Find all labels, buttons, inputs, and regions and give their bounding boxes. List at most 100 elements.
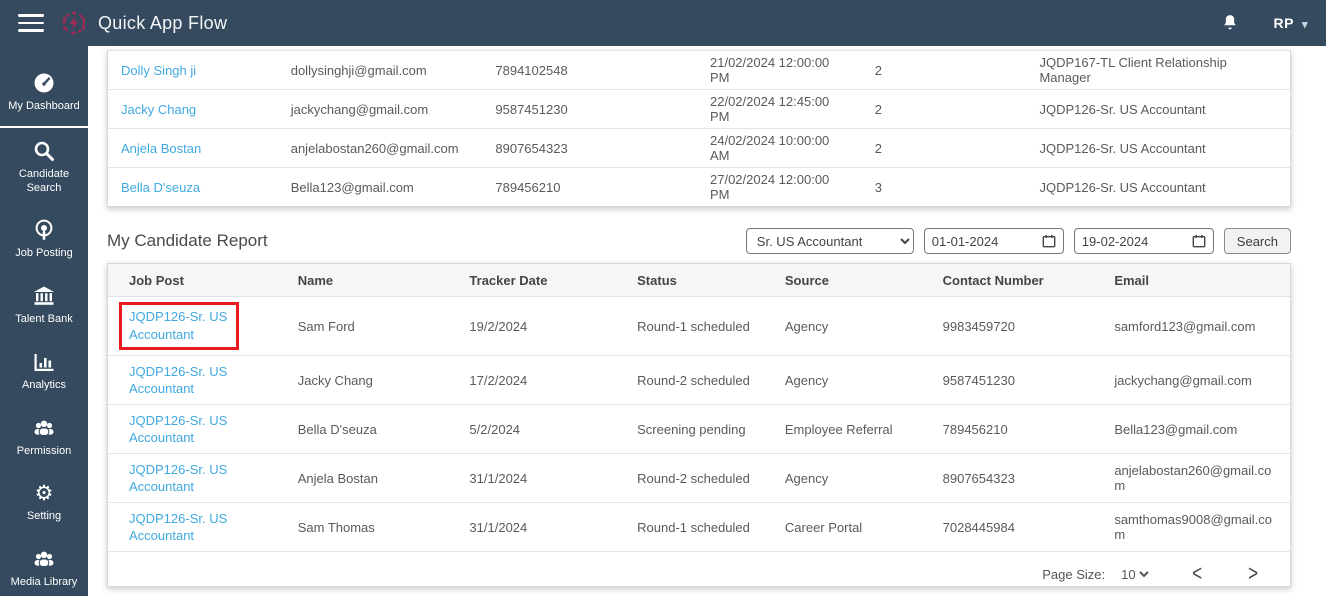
hamburger-menu-icon[interactable] <box>18 14 44 32</box>
table-row: JQDP126-Sr. US Accountant Bella D'seuza … <box>108 405 1290 455</box>
to-date-input[interactable] <box>1081 233 1188 249</box>
candidate-email: jackychang@gmail.com <box>1114 372 1252 388</box>
prev-page-icon[interactable]: < <box>1192 561 1203 586</box>
sidebar-item-label: Candidate Search <box>18 167 70 194</box>
candidate-name: Sam Ford <box>297 318 355 334</box>
sidebar-item-label: Permission <box>16 444 72 457</box>
tracker-date: 5/2/2024 <box>469 421 521 437</box>
candidate-email: samthomas9008@gmail.com <box>1114 512 1273 543</box>
sidebar-item-label: Media Library <box>10 576 78 588</box>
app-header: Quick App Flow RP ▾ <box>0 0 1326 46</box>
notifications-bell-icon[interactable] <box>1220 12 1240 34</box>
job-post-title: JQDP126-Sr. US Accountant <box>1039 140 1206 156</box>
status-text: Round-2 scheduled <box>637 372 750 388</box>
candidate-name-link[interactable]: Bella D'seuza <box>121 179 201 195</box>
job-post-link[interactable]: JQDP126-Sr. US Accountant <box>129 412 228 446</box>
column-header-email: Email <box>1114 272 1150 288</box>
sidebar-item-setting[interactable]: ⚙ Setting <box>0 470 88 536</box>
table-row: Bella D'seuza Bella123@gmail.com 7894562… <box>108 167 1290 206</box>
candidate-report-table: Job Post Name Tracker Date Status Source… <box>107 263 1291 587</box>
contact-number: 789456210 <box>942 421 1008 437</box>
next-page-icon[interactable]: > <box>1248 561 1258 586</box>
round-count: 2 <box>874 62 882 78</box>
round-count: 3 <box>874 179 882 195</box>
sidebar-item-my-dashboard[interactable]: My Dashboard <box>0 60 88 128</box>
job-post-link[interactable]: JQDP126-Sr. US Accountant <box>129 309 228 342</box>
job-post-title: JQDP167-TL Client Relationship Manager <box>1039 55 1227 85</box>
main-content: Dolly Singh ji dollysinghji@gmail.com 78… <box>88 46 1326 596</box>
job-post-link[interactable]: JQDP126-Sr. US Accountant <box>129 510 228 544</box>
bar-chart-icon <box>32 350 56 374</box>
upcoming-candidates-table: Dolly Singh ji dollysinghji@gmail.com 78… <box>107 50 1291 207</box>
source-text: Agency <box>784 318 829 334</box>
sidebar-item-permission[interactable]: Permission <box>0 405 88 471</box>
contact-number: 7028445984 <box>942 519 1015 535</box>
table-row: JQDP126-Sr. US Accountant Sam Thomas 31/… <box>108 503 1290 553</box>
column-header-tracker-date: Tracker Date <box>469 272 548 288</box>
report-header: My Candidate Report Sr. US Accountant <box>107 228 1291 254</box>
candidate-email: anjelabostan260@gmail.com <box>1114 463 1272 494</box>
candidate-name-link[interactable]: Anjela Bostan <box>121 140 202 156</box>
interview-datetime: 22/02/2024 12:45:00 PM <box>710 94 830 124</box>
interview-datetime: 21/02/2024 12:00:00 PM <box>710 55 830 85</box>
highlight-box: JQDP126-Sr. US Accountant <box>129 412 249 447</box>
candidate-name: Jacky Chang <box>297 372 373 388</box>
column-header-name: Name <box>297 272 334 288</box>
candidate-phone: 9587451230 <box>495 101 568 117</box>
page-size-select[interactable]: 10 <box>1117 565 1153 583</box>
sidebar-item-analytics[interactable]: Analytics <box>0 339 88 405</box>
sidebar-item-media-library[interactable]: Media Library <box>0 536 88 602</box>
column-header-contact-number: Contact Number <box>942 272 1044 288</box>
round-count: 2 <box>874 140 882 156</box>
chevron-down-icon: ▾ <box>1301 18 1308 31</box>
source-text: Career Portal <box>784 519 863 535</box>
job-post-link[interactable]: JQDP126-Sr. US Accountant <box>129 363 228 397</box>
user-menu[interactable]: RP ▾ <box>1274 15 1308 31</box>
highlight-box: JQDP126-Sr. US Accountant <box>119 302 239 351</box>
to-date-field[interactable] <box>1073 228 1214 254</box>
column-header-status: Status <box>637 272 677 288</box>
app-logo-icon <box>62 11 86 35</box>
from-date-field[interactable] <box>923 228 1064 254</box>
highlight-box: JQDP126-Sr. US Accountant <box>129 461 249 496</box>
tracker-date: 31/1/2024 <box>469 519 528 535</box>
job-post-link[interactable]: JQDP126-Sr. US Accountant <box>129 461 228 495</box>
candidate-email: Bella123@gmail.com <box>1114 421 1238 437</box>
source-text: Employee Referral <box>784 421 893 437</box>
table-row: JQDP126-Sr. US Accountant Anjela Bostan … <box>108 454 1290 504</box>
contact-number: 9587451230 <box>942 372 1015 388</box>
source-text: Agency <box>784 470 829 486</box>
job-filter-select[interactable]: Sr. US Accountant <box>745 228 914 254</box>
column-header-job-post: Job Post <box>129 272 184 288</box>
sidebar-item-job-posting[interactable]: Job Posting <box>0 207 88 273</box>
sidebar-item-talent-bank[interactable]: Talent Bank <box>0 273 88 339</box>
candidate-email: anjelabostan260@gmail.com <box>290 140 459 156</box>
app-title: Quick App Flow <box>98 12 228 33</box>
status-text: Screening pending <box>637 421 746 437</box>
candidate-phone: 789456210 <box>495 179 561 195</box>
page-size-label: Page Size: <box>1042 566 1106 582</box>
contact-number: 8907654323 <box>942 470 1015 486</box>
column-header-source: Source <box>784 272 829 288</box>
gauge-icon <box>32 71 56 95</box>
sidebar-item-label: Analytics <box>21 378 67 391</box>
pagination: Page Size: 10 < > <box>108 552 1290 596</box>
status-text: Round-1 scheduled <box>637 318 750 334</box>
highlight-box: JQDP126-Sr. US Accountant <box>129 510 249 545</box>
candidate-email: Bella123@gmail.com <box>290 179 414 195</box>
from-date-input[interactable] <box>931 233 1038 249</box>
sidebar-item-candidate-search[interactable]: Candidate Search <box>0 128 88 208</box>
interview-datetime: 27/02/2024 12:00:00 PM <box>710 172 830 202</box>
candidate-name-link[interactable]: Jacky Chang <box>121 101 197 117</box>
users-icon <box>32 416 56 440</box>
candidate-name-link[interactable]: Dolly Singh ji <box>121 62 197 78</box>
user-initials: RP <box>1273 15 1294 31</box>
tracker-date: 19/2/2024 <box>469 318 528 334</box>
round-count: 2 <box>874 101 882 117</box>
calendar-icon[interactable] <box>1192 234 1206 248</box>
page-title: My Candidate Report <box>107 231 268 250</box>
search-button[interactable]: Search <box>1223 228 1291 254</box>
table-row: Dolly Singh ji dollysinghji@gmail.com 78… <box>108 50 1290 89</box>
calendar-icon[interactable] <box>1042 234 1056 248</box>
table-row: JQDP126-Sr. US Accountant Jacky Chang 17… <box>108 356 1290 406</box>
